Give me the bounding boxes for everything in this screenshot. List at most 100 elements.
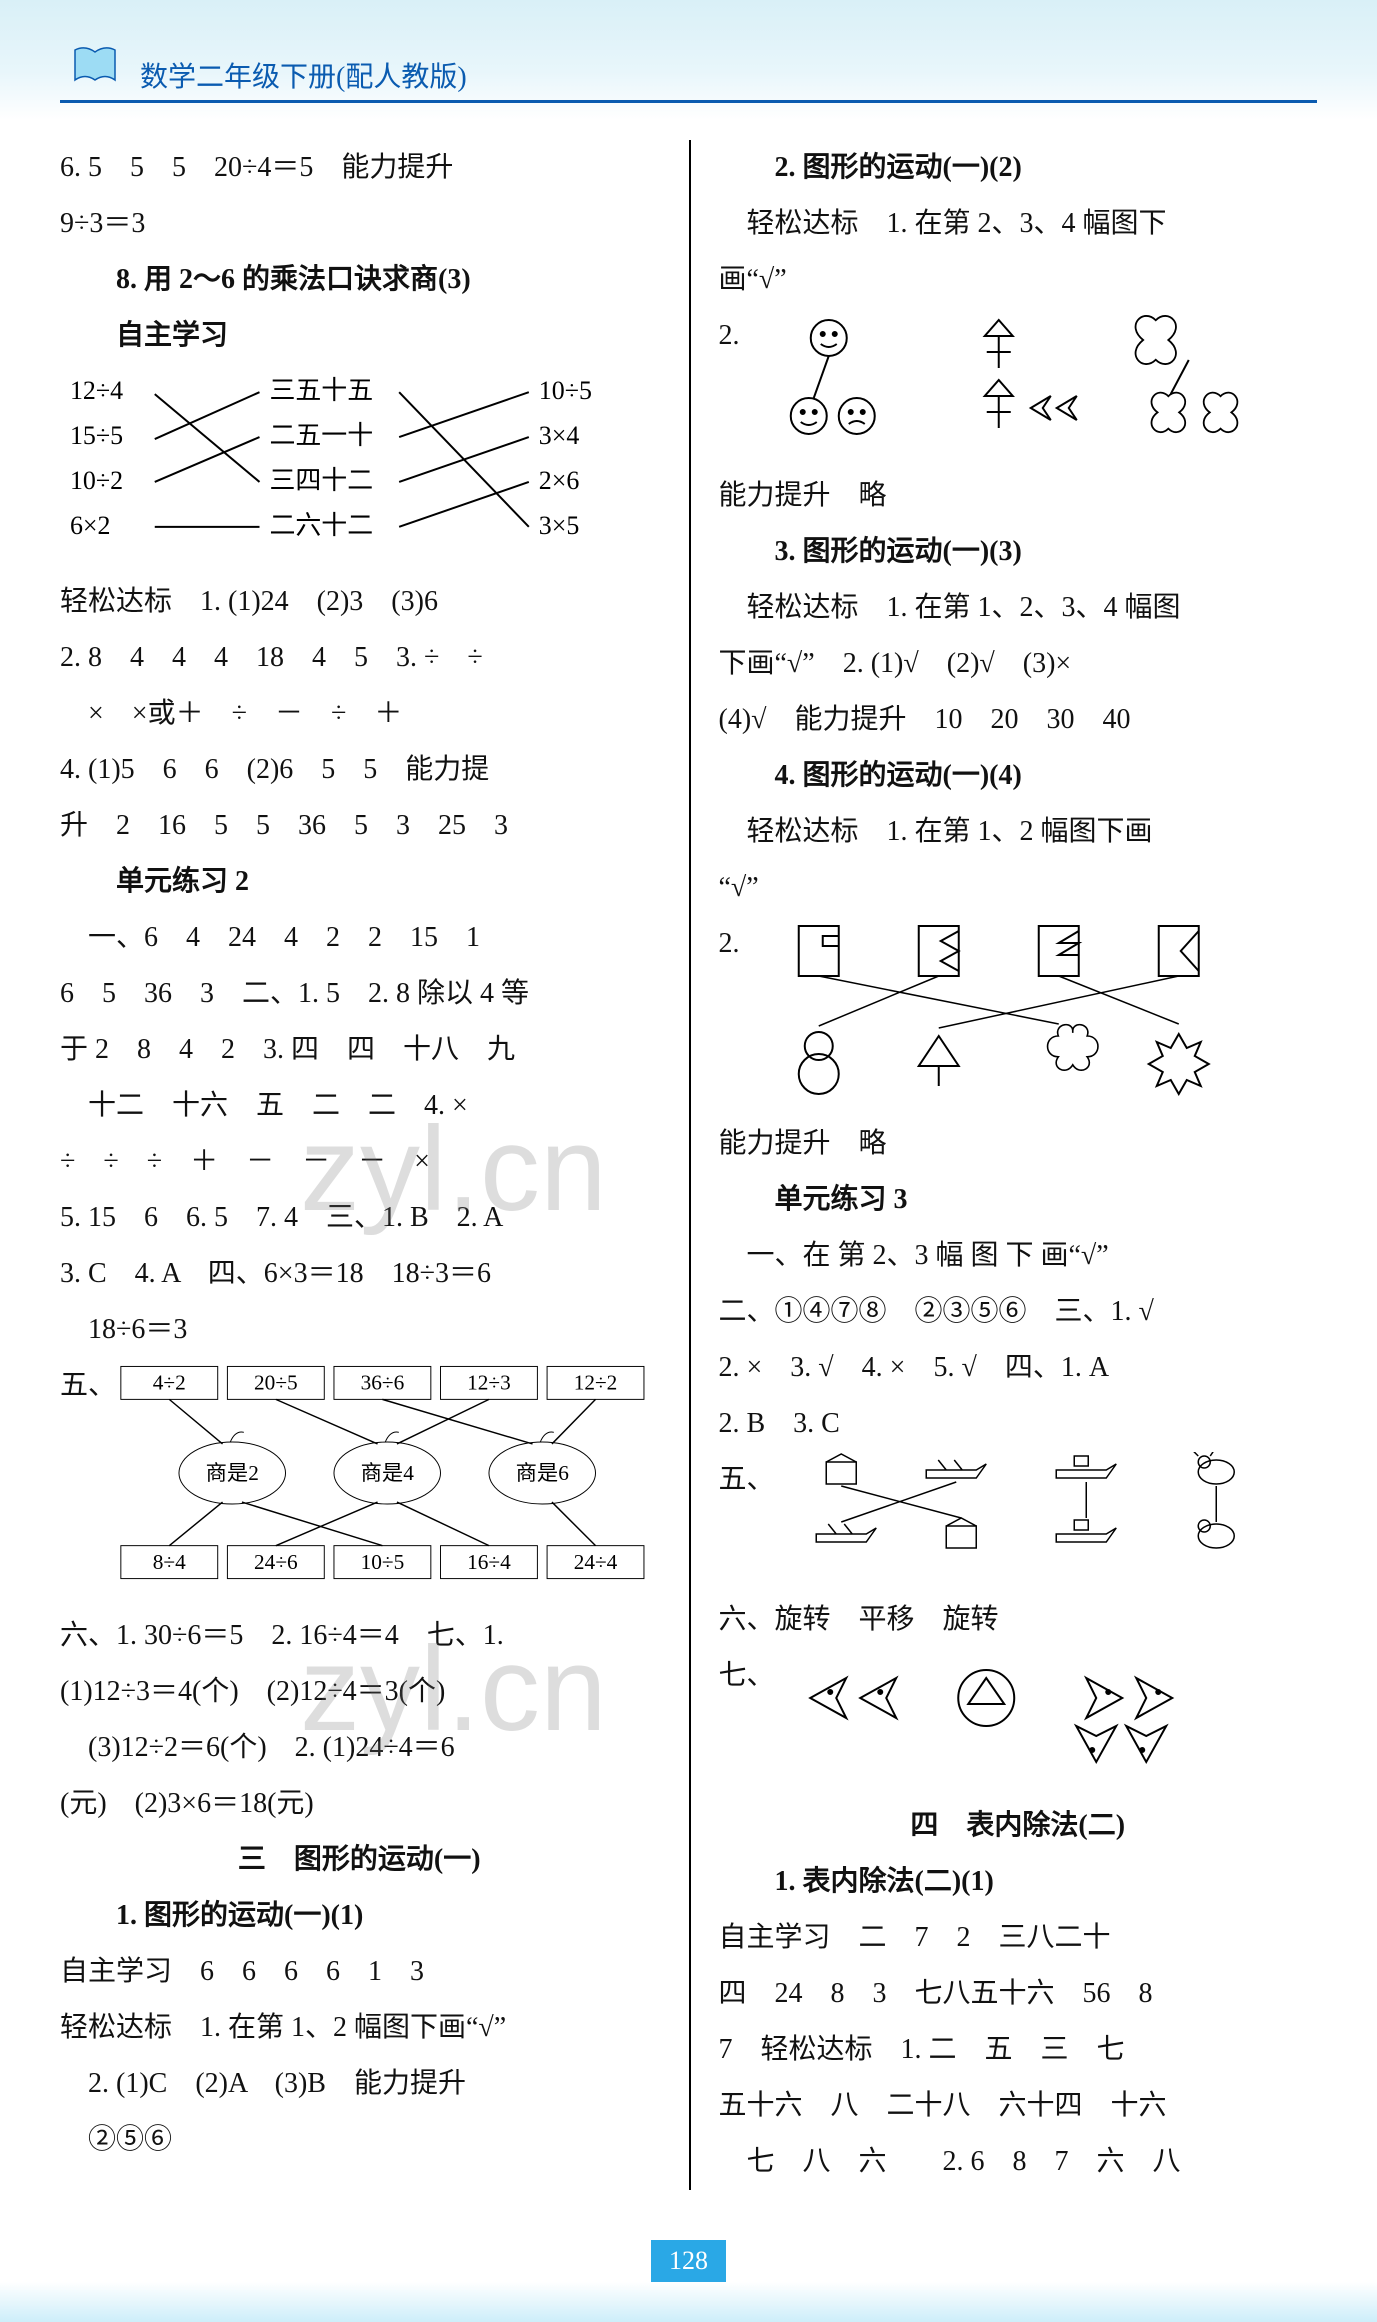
text-line: ÷ ÷ ÷ ＋ － － － ×: [60, 1134, 659, 1190]
svg-text:8÷4: 8÷4: [153, 1550, 186, 1574]
svg-text:三五十五: 三五十五: [269, 376, 373, 405]
label-two: 2.: [719, 308, 740, 364]
text-line: 五十六 八 二十八 六十四 十六: [719, 2078, 1318, 2134]
text-line: (1)12÷3＝4(个) (2)12÷4＝3(个): [60, 1664, 659, 1720]
section-heading: 3. 图形的运动(一)(3): [719, 524, 1318, 580]
svg-text:24÷4: 24÷4: [574, 1550, 618, 1574]
title-underline: [60, 100, 1317, 103]
section-heading: 单元练习 2: [60, 854, 659, 910]
text-line: 自主学习 二 7 2 三八二十: [719, 1910, 1318, 1966]
label-five: 五、: [60, 1358, 116, 1414]
text-line: 于 2 8 4 2 3. 四 四 十八 九: [60, 1022, 659, 1078]
text-line: (元) (2)3×6＝18(元): [60, 1776, 659, 1832]
svg-text:10÷2: 10÷2: [70, 466, 123, 495]
svg-text:2×6: 2×6: [539, 466, 580, 495]
plane-matching-figure: [775, 1452, 1317, 1592]
column-divider: [689, 140, 691, 2190]
text-line: 轻松达标 1. 在第 1、2、3、4 幅图: [719, 580, 1318, 636]
svg-text:商是2: 商是2: [206, 1461, 259, 1485]
apple-diagram: 4÷2 20÷5 36÷6 12÷3 12÷2 商是2 商是4 商是6: [116, 1358, 658, 1608]
svg-text:3×4: 3×4: [539, 421, 580, 450]
text-line: 2. × 3. √ 4. × 5. √ 四、1. A: [719, 1340, 1318, 1396]
svg-text:商是4: 商是4: [361, 1461, 415, 1485]
page-number: 128: [651, 2240, 726, 2282]
text-line: × ×或＋ ÷ － ÷ ＋: [60, 686, 659, 742]
text-line: 一、在 第 2、3 幅 图 下 画“√”: [719, 1228, 1318, 1284]
chapter-heading: 四 表内除法(二): [719, 1798, 1318, 1854]
svg-text:6×2: 6×2: [70, 511, 111, 540]
text-line: 一、6 4 24 4 2 2 15 1: [60, 910, 659, 966]
content: 6. 5 5 5 20÷4＝5 能力提升 9÷3＝3 8. 用 2～6 的乘法口…: [0, 120, 1377, 2230]
text-line: (3)12÷2＝6(个) 2. (1)24÷4＝6: [60, 1720, 659, 1776]
text-line: 2. B 3. C: [719, 1396, 1318, 1452]
text-line: 6. 5 5 5 20÷4＝5 能力提升: [60, 140, 659, 196]
section-heading: 2. 图形的运动(一)(2): [719, 140, 1318, 196]
text-line: 能力提升 略: [719, 468, 1318, 524]
svg-text:24÷6: 24÷6: [254, 1550, 298, 1574]
label-five: 五、: [719, 1452, 775, 1508]
svg-text:商是6: 商是6: [516, 1461, 570, 1485]
page-number-wrap: 128: [0, 2240, 1377, 2282]
section-subheading: 自主学习: [60, 308, 659, 364]
text-line: 轻松达标 1. 在第 1、2 幅图下画“√”: [60, 2000, 659, 2056]
svg-text:16÷4: 16÷4: [467, 1550, 511, 1574]
book-icon: [70, 40, 120, 90]
fish-figure: [775, 1648, 1317, 1798]
text-line: 轻松达标 1. (1)24 (2)3 (3)6: [60, 574, 659, 630]
text-line: 6 5 36 3 二、1. 5 2. 8 除以 4 等: [60, 966, 659, 1022]
svg-text:12÷4: 12÷4: [70, 376, 123, 405]
text-line: 轻松达标 1. 在第 2、3、4 幅图下: [719, 196, 1318, 252]
svg-text:10÷5: 10÷5: [539, 376, 592, 405]
text-line: 升 2 16 5 5 36 5 3 25 3: [60, 798, 659, 854]
symmetry-figure-2: [740, 308, 1318, 468]
section-heading: 8. 用 2～6 的乘法口诀求商(3): [60, 252, 659, 308]
svg-text:20÷5: 20÷5: [254, 1371, 298, 1395]
svg-text:12÷3: 12÷3: [467, 1371, 511, 1395]
svg-text:12÷2: 12÷2: [574, 1371, 618, 1395]
svg-text:二六十二: 二六十二: [269, 511, 373, 540]
text-line: 9÷3＝3: [60, 196, 659, 252]
label-two: 2.: [719, 916, 740, 972]
text-line: 7 轻松达标 1. 二 五 三 七: [719, 2022, 1318, 2078]
right-column: 2. 图形的运动(一)(2) 轻松达标 1. 在第 2、3、4 幅图下 画“√”…: [689, 140, 1318, 2190]
text-line: 四 24 8 3 七八五十六 56 8: [719, 1966, 1318, 2022]
text-line: 2. (1)C (2)A (3)B 能力提升: [60, 2056, 659, 2112]
svg-text:二五一十: 二五一十: [269, 421, 373, 450]
text-line: ②⑤⑥: [60, 2112, 659, 2168]
text-line: 下画“√” 2. (1)√ (2)√ (3)×: [719, 636, 1318, 692]
chapter-heading: 三 图形的运动(一): [60, 1832, 659, 1888]
svg-text:三四十二: 三四十二: [269, 466, 373, 495]
text-line: 六、1. 30÷6＝5 2. 16÷4＝4 七、1.: [60, 1608, 659, 1664]
text-line: 轻松达标 1. 在第 1、2 幅图下画: [719, 804, 1318, 860]
svg-text:4÷2: 4÷2: [153, 1371, 186, 1395]
text-line: 画“√”: [719, 252, 1318, 308]
header-band: 数学二年级下册(配人教版): [0, 0, 1377, 120]
svg-text:36÷6: 36÷6: [361, 1371, 405, 1395]
text-line: 六、旋转 平移 旋转: [719, 1592, 1318, 1648]
text-line: 18÷6＝3: [60, 1302, 659, 1358]
svg-text:15÷5: 15÷5: [70, 421, 123, 450]
section-heading: 单元练习 3: [719, 1172, 1318, 1228]
text-line: 二、①④⑦⑧ ②③⑤⑥ 三、1. √: [719, 1284, 1318, 1340]
text-line: 自主学习 6 6 6 6 1 3: [60, 1944, 659, 2000]
label-seven: 七、: [719, 1648, 775, 1704]
shape-matching-figure: [740, 916, 1318, 1116]
text-line: “√”: [719, 860, 1318, 916]
footer-wave: [0, 2282, 1377, 2322]
section-heading: 1. 表内除法(二)(1): [719, 1854, 1318, 1910]
section-heading: 1. 图形的运动(一)(1): [60, 1888, 659, 1944]
text-line: 能力提升 略: [719, 1116, 1318, 1172]
matching-diagram-1: 12÷4 15÷5 10÷2 6×2 三五十五二五一十三四十二二六十二 10÷5 3×4…: [60, 364, 659, 574]
text-line: (4)√ 能力提升 10 20 30 40: [719, 692, 1318, 748]
text-line: 5. 15 6 6. 5 7. 4 三、1. B 2. A: [60, 1190, 659, 1246]
svg-text:10÷5: 10÷5: [361, 1550, 405, 1574]
svg-text:3×5: 3×5: [539, 511, 580, 540]
section-heading: 4. 图形的运动(一)(4): [719, 748, 1318, 804]
text-line: 2. 8 4 4 4 18 4 5 3. ÷ ÷: [60, 630, 659, 686]
text-line: 十二 十六 五 二 二 4. ×: [60, 1078, 659, 1134]
page-title: 数学二年级下册(配人教版): [140, 55, 467, 95]
text-line: 4. (1)5 6 6 (2)6 5 5 能力提: [60, 742, 659, 798]
text-line: 七 八 六 2. 6 8 7 六 八: [719, 2134, 1318, 2190]
text-line: 3. C 4. A 四、6×3＝18 18÷3＝6: [60, 1246, 659, 1302]
left-column: 6. 5 5 5 20÷4＝5 能力提升 9÷3＝3 8. 用 2～6 的乘法口…: [60, 140, 689, 2190]
